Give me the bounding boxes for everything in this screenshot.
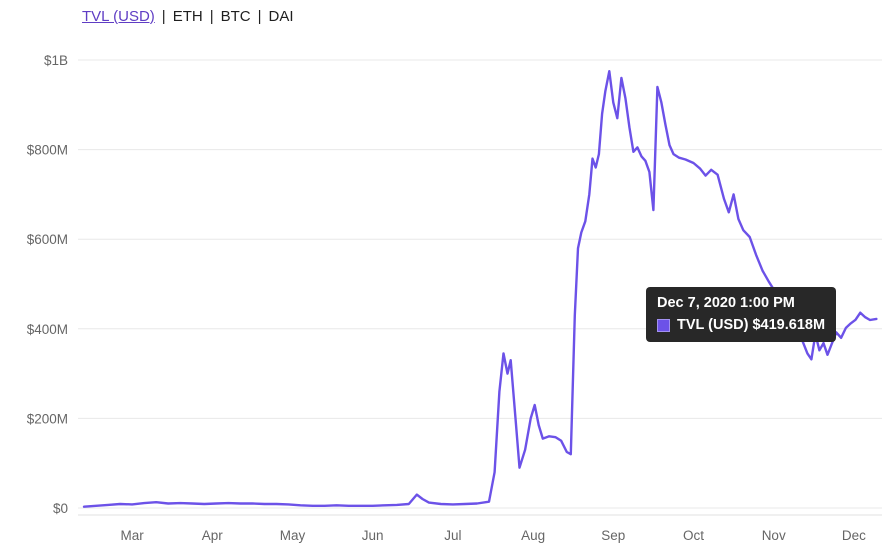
x-axis-label: Dec (842, 528, 866, 543)
asset-tabs: TVL (USD) | ETH | BTC | DAI (82, 8, 294, 25)
tooltip-body: TVL (USD) $419.618M (657, 317, 825, 333)
tab-separator: | (257, 8, 262, 25)
x-axis-label: Mar (120, 528, 144, 543)
tooltip-series-label: TVL (USD) (677, 317, 749, 333)
series-swatch-icon (657, 318, 670, 332)
x-axis-label: Aug (521, 528, 545, 543)
y-axis-label: $400M (27, 322, 68, 337)
x-axis-label: Sep (601, 528, 625, 543)
x-axis-label: Oct (683, 528, 704, 543)
x-axis-label: May (280, 528, 306, 543)
y-axis-label: $600M (27, 232, 68, 247)
tab-dai[interactable]: DAI (268, 8, 294, 25)
tab-btc[interactable]: BTC (220, 8, 251, 25)
tooltip-title: Dec 7, 2020 1:00 PM (657, 295, 795, 311)
x-axis-label: Jun (362, 528, 384, 543)
chart-tooltip: Dec 7, 2020 1:00 PM TVL (USD) $419.618M (646, 287, 837, 342)
x-axis-label: Jul (444, 528, 461, 543)
tooltip-value: $419.618M (752, 317, 826, 333)
tab-separator: | (209, 8, 214, 25)
y-axis-label: $1B (44, 53, 68, 68)
x-axis-label: Apr (202, 528, 224, 543)
y-axis-label: $800M (27, 143, 68, 158)
tab-tvl-usd[interactable]: TVL (USD) (82, 8, 155, 25)
tab-eth[interactable]: ETH (172, 8, 203, 25)
y-axis-label: $0 (53, 501, 68, 516)
tab-separator: | (161, 8, 166, 25)
y-axis-label: $200M (27, 411, 68, 426)
x-axis-label: Nov (762, 528, 786, 543)
